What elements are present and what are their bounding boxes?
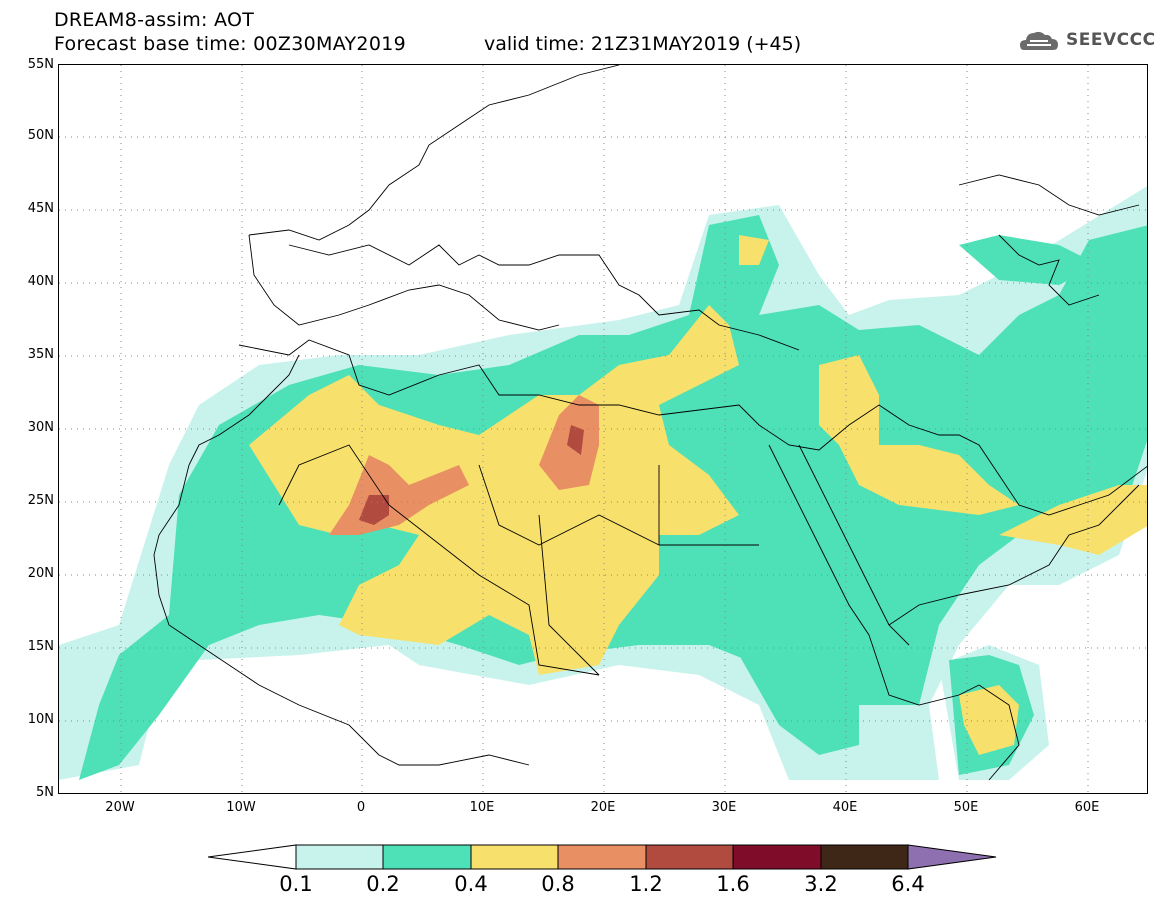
colorbar-label: 1.2 (629, 872, 663, 896)
lon-label: 10W (226, 800, 256, 815)
colorbar-segment (208, 844, 297, 870)
colorbar (208, 844, 997, 870)
colorbar-label: 3.2 (804, 872, 838, 896)
aot-level-1.2 (359, 425, 584, 525)
lat-label: 15N (27, 639, 54, 654)
lon-label: 20W (105, 800, 135, 815)
lon-label: 0 (356, 800, 366, 815)
colorbar-segment (907, 844, 997, 870)
lat-label: 5N (36, 785, 54, 800)
colorbar-label: 0.2 (366, 872, 400, 896)
colorbar-segment (732, 844, 822, 870)
lat-label: 40N (27, 274, 54, 289)
lat-label: 25N (27, 493, 54, 508)
lon-label: 10E (469, 800, 495, 815)
lat-label: 20N (27, 566, 54, 581)
lon-label: 40E (832, 800, 858, 815)
title-base-time: Forecast base time: 00Z30MAY2019 (54, 33, 406, 55)
aot-field (59, 65, 1147, 793)
colorbar-segment (645, 844, 734, 870)
lat-label: 45N (27, 201, 54, 216)
colorbar-segment (820, 844, 909, 870)
colorbar-segment (295, 844, 384, 870)
lon-label: 20E (590, 800, 616, 815)
cloud-icon (1020, 31, 1058, 50)
lat-label: 35N (27, 347, 54, 362)
colorbar-segment (557, 844, 647, 870)
map-plot-area (58, 64, 1148, 794)
aot-level-0.4 (249, 235, 1147, 755)
coastlines-borders (153, 65, 1147, 781)
lat-label: 55N (27, 57, 54, 72)
colorbar-label: 1.6 (716, 872, 750, 896)
title-valid-time: valid time: 21Z31MAY2019 (+45) (484, 33, 802, 55)
colorbar-label: 0.4 (454, 872, 488, 896)
colorbar-label: 0.8 (541, 872, 575, 896)
colorbar-label: 6.4 (891, 872, 925, 896)
lat-label: 10N (27, 712, 54, 727)
logo-text: SEEVCCC (1066, 30, 1156, 50)
colorbar-segment (382, 844, 472, 870)
colorbar-segment (470, 844, 559, 870)
lat-label: 30N (27, 420, 54, 435)
lat-label: 50N (27, 128, 54, 143)
colorbar-label: 0.1 (279, 872, 313, 896)
title-product: DREAM8-assim: AOT (54, 9, 255, 31)
lon-label: 50E (953, 800, 979, 815)
lon-label: 60E (1074, 800, 1100, 815)
lon-label: 30E (711, 800, 737, 815)
